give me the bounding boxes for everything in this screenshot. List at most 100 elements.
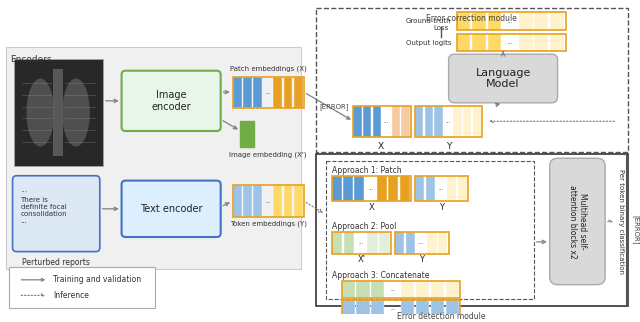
Bar [415,106,424,137]
Text: Training and validation: Training and validation [53,275,141,284]
Bar [431,281,444,298]
Text: Inference: Inference [53,291,89,300]
FancyBboxPatch shape [13,176,100,251]
Bar [371,281,385,298]
Bar [232,185,304,217]
Bar [294,185,303,217]
Bar [332,232,342,253]
Bar [253,77,262,108]
FancyBboxPatch shape [122,181,221,237]
Text: Encoders: Encoders [11,55,52,64]
Bar [456,12,470,30]
Text: X: X [369,203,374,212]
Bar [332,176,342,201]
Bar [424,106,433,137]
Bar [416,300,429,318]
Bar [342,300,460,318]
Bar [243,77,252,108]
FancyBboxPatch shape [449,54,557,103]
Bar [332,232,391,253]
Bar [458,176,467,201]
Text: Error detection module: Error detection module [397,312,486,321]
Bar [534,34,548,51]
Bar [380,232,390,253]
Bar [316,154,628,306]
Bar [388,176,398,201]
Bar [434,106,443,137]
Bar [353,106,362,137]
Bar [431,300,444,318]
Bar [395,232,404,253]
Bar [456,12,566,30]
Bar [241,121,254,147]
Bar [342,281,355,298]
Bar [399,176,410,201]
Bar [427,232,436,253]
Bar [550,12,564,30]
Bar [273,185,282,217]
Bar [447,176,456,201]
Bar [395,232,449,253]
Text: Loss: Loss [433,25,448,31]
Bar [550,34,564,51]
Bar [232,77,304,108]
Bar [456,34,566,51]
Text: ...: ... [508,40,513,45]
Text: ...: ... [358,240,364,245]
Text: ...: ... [265,90,270,95]
Bar [343,176,353,201]
Bar [415,106,483,137]
Text: ...: ... [368,186,373,191]
Text: Y: Y [439,203,444,212]
Bar [332,176,411,201]
Text: Image
encoder: Image encoder [151,90,191,112]
Bar [232,77,241,108]
Bar [342,281,460,298]
Bar [473,106,481,137]
Text: Approach 2: Pool: Approach 2: Pool [332,223,396,232]
Bar [294,77,303,108]
Bar [8,267,156,308]
Bar [445,281,459,298]
FancyBboxPatch shape [550,158,605,285]
Text: ...: ... [390,287,396,292]
Bar [392,106,400,137]
Bar [377,176,387,201]
Text: Per token binary classification: Per token binary classification [618,169,624,274]
Bar [488,12,501,30]
Text: Multihead self-
attention blocks x2: Multihead self- attention blocks x2 [568,185,587,258]
Bar [355,176,364,201]
Text: Approach 3: Concatenate: Approach 3: Concatenate [332,271,429,280]
Text: Ground-truth: Ground-truth [406,18,452,24]
Bar [415,176,468,201]
Text: Perturbed reports: Perturbed reports [22,259,90,267]
Text: Approach 1: Patch: Approach 1: Patch [332,166,401,175]
Bar [232,185,241,217]
Bar [363,106,371,137]
Bar [456,34,470,51]
Bar [426,176,435,201]
Text: Error correction module: Error correction module [426,14,517,23]
Bar [415,176,424,201]
Bar [367,232,378,253]
Bar [342,300,355,318]
Text: Token embeddings (Y): Token embeddings (Y) [230,221,307,227]
Text: ...: ... [20,185,28,194]
Ellipse shape [26,79,54,147]
Text: ...: ... [508,19,513,24]
Bar [284,185,292,217]
Bar [401,300,414,318]
FancyBboxPatch shape [122,71,221,131]
Bar [519,12,532,30]
Bar [463,106,472,137]
Text: [ERROR]: [ERROR] [319,103,348,109]
Bar [53,69,63,156]
Bar [401,281,414,298]
Text: ...: ... [445,119,451,124]
Text: ...: ... [384,119,389,124]
Bar [253,185,262,217]
Ellipse shape [62,79,90,147]
Bar [534,12,548,30]
Bar [472,34,486,51]
Text: Y: Y [446,142,451,151]
